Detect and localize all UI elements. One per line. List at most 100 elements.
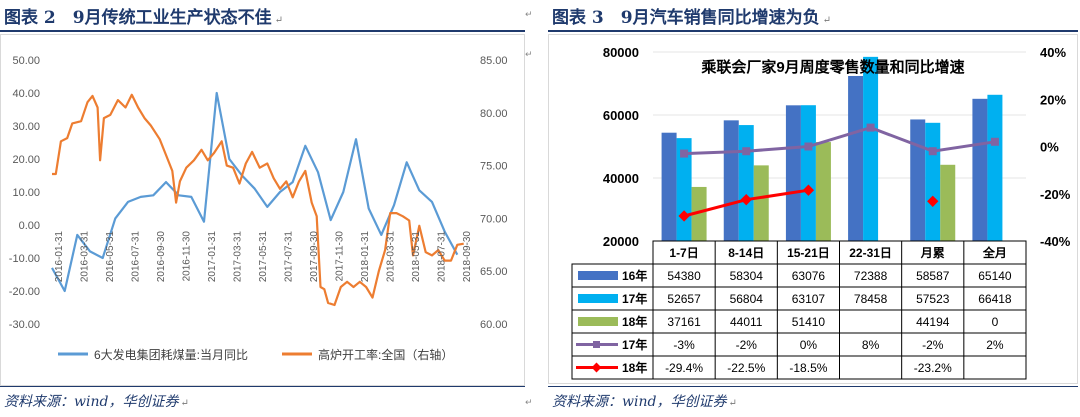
x-tick-label: 2017-03-31 [233,231,244,283]
x-category-label: 1-7日 [669,246,698,260]
bar [785,105,801,241]
y-tick-label-right: 85.00 [480,55,508,67]
y-tick-label-left: 40.00 [12,88,40,100]
x-category-label: 全月 [982,245,1007,260]
legend-marker [591,362,602,373]
x-tick-label: 2018-05-31 [411,231,422,283]
figure-2-source: 资料来源：wind，华创证券 ↵ [4,391,189,411]
x-tick-label: 2017-09-30 [309,231,320,283]
legend-swatch [578,271,618,280]
table-cell-value: 63076 [792,269,826,283]
line-marker [802,184,815,196]
y-tick-label-right: 75.00 [480,161,508,173]
figure-3-panel: 图表 3 9月汽车销售同比增速为负 ↵ 20000 40000 60000 80000-… [548,0,1080,417]
y-tick-label-left: 10.00 [12,187,40,199]
paragraph-mark-icon: ↵ [822,15,831,26]
table-cell-value: 44194 [916,315,950,329]
line-marker [927,195,939,207]
y-tick-label-left: -10.00 [9,253,40,265]
paragraph-mark-icon: ↵ [525,10,533,20]
x-tick-label: 2016-05-31 [105,231,116,283]
table-cell-value: 63107 [792,292,826,306]
figure-3-source-text: 资料来源：wind，华创证券 [552,394,727,410]
line-marker [804,142,813,151]
bar [661,132,677,241]
chart-frame [0,34,525,386]
y-tick-label-right: -40% [1040,234,1071,249]
table-cell-value: 0% [800,338,818,352]
line-marker [990,137,999,146]
table-cell-value: -23.2% [914,361,952,375]
paragraph-mark-icon: ↵ [180,398,189,409]
bar [925,122,941,241]
x-tick-label: 2018-07-31 [437,231,448,283]
figure-3-source: 资料来源：wind，华创证券 ↵ [552,391,737,411]
y-tick-label-left: 20000 [603,234,639,249]
y-tick-label-right: 80.00 [480,108,508,120]
legend-label: 高炉开工率:全国（右轴） [318,347,453,362]
bar [972,98,988,242]
table-cell-value: 52657 [667,292,701,306]
y-tick-label-left: -20.00 [9,286,40,298]
y-tick-label-left: 0.00 [19,220,40,232]
line-marker [866,123,875,132]
table-cell-value: 2% [986,338,1004,352]
legend-swatch [578,294,618,303]
x-tick-label: 2016-01-31 [54,231,65,283]
figure-3-heading-text: 图表 3 9月汽车销售同比增速为负 [552,8,820,28]
chart-title: 乘联会厂家9月周度零售数量和同比增速 [700,58,964,76]
series-line [684,126,996,156]
y-tick-label-right: 20% [1040,92,1066,107]
x-category-label: 22-31日 [849,246,892,260]
x-tick-label: 2017-11-30 [335,231,346,282]
y-tick-label-right: 65.00 [480,266,508,278]
bar [940,164,956,241]
table-cell-value: 72388 [854,269,888,283]
legend-label: 18年 [622,360,647,375]
figure-2-panel: 图表 2 9月传统工业生产状态不佳 ↵ -30.00 -20.00 -10.00 0.0… [0,0,533,417]
y-tick-label-right: 40% [1040,45,1066,60]
y-tick-label-left: 60000 [603,108,639,123]
x-category-label: 月累 [920,246,945,260]
bar [863,56,879,241]
legend-label: 17年 [622,337,647,352]
paragraph-mark-icon: ↵ [274,15,283,26]
table-cell-value: 66418 [978,292,1012,306]
legend-label: 17年 [622,291,647,306]
auto-sales-chart: 20000 40000 60000 80000 -40% -20% 0% 20% 40% 乘联会厂… [548,34,1078,384]
x-tick-label: 2018-01-31 [360,231,371,283]
heading-rule [548,30,1078,32]
y-tick-label-right: 70.00 [480,213,508,225]
y-tick-label-right: 60.00 [480,319,508,331]
table-cell-value: 65140 [978,269,1012,283]
y-tick-label-left: 30.00 [12,121,40,133]
x-tick-label: 2017-05-31 [258,231,269,283]
legend-label: 6大发电集团耗煤量:当月同比 [94,347,248,362]
bar [987,94,1003,241]
line-marker [740,193,752,206]
y-tick-label-left: -30.00 [9,319,40,331]
table-cell-value: -22.5% [727,361,765,375]
line-marker [680,149,689,158]
bar [691,186,707,241]
table-cell-value: -18.5% [789,361,827,375]
figure-3-heading: 图表 3 9月汽车销售同比增速为负 ↵ [552,3,831,28]
legend-label: 18年 [622,314,647,329]
table-cell-value: -3% [673,338,695,352]
bar [800,105,816,241]
x-tick-label: 2018-09-30 [462,231,473,283]
y-tick-label-left: 50.00 [12,55,40,67]
table-cell-value: 51410 [792,315,826,329]
line-marker [928,147,937,156]
table-cell-value: 78458 [854,292,888,306]
figure-2-source-text: 资料来源：wind，华创证券 [4,394,179,410]
bar [848,75,864,241]
x-tick-label: 2016-03-31 [80,231,91,283]
y-tick-label-left: 40000 [603,171,639,186]
bar [738,125,754,241]
line-marker [742,147,751,156]
source-rule [548,386,1078,387]
table-cell-value: -2% [922,338,944,352]
y-tick-label-left: 20.00 [12,154,40,166]
table-cell-value: 58587 [916,269,950,283]
